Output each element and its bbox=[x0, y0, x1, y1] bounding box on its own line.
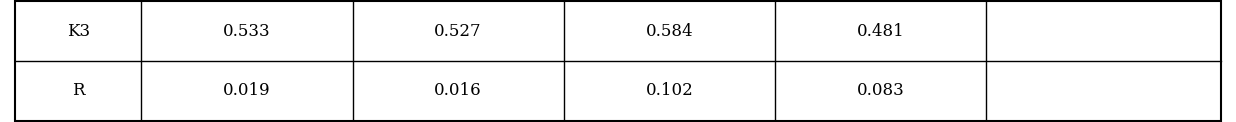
Text: R: R bbox=[72, 82, 84, 99]
Text: 0.481: 0.481 bbox=[857, 23, 905, 40]
Text: 0.584: 0.584 bbox=[645, 23, 693, 40]
Text: 0.527: 0.527 bbox=[434, 23, 482, 40]
Text: K3: K3 bbox=[67, 23, 90, 40]
Text: 0.102: 0.102 bbox=[645, 82, 693, 99]
Text: 0.016: 0.016 bbox=[434, 82, 482, 99]
Text: 0.019: 0.019 bbox=[224, 82, 271, 99]
Text: 0.533: 0.533 bbox=[224, 23, 271, 40]
Text: 0.083: 0.083 bbox=[857, 82, 905, 99]
